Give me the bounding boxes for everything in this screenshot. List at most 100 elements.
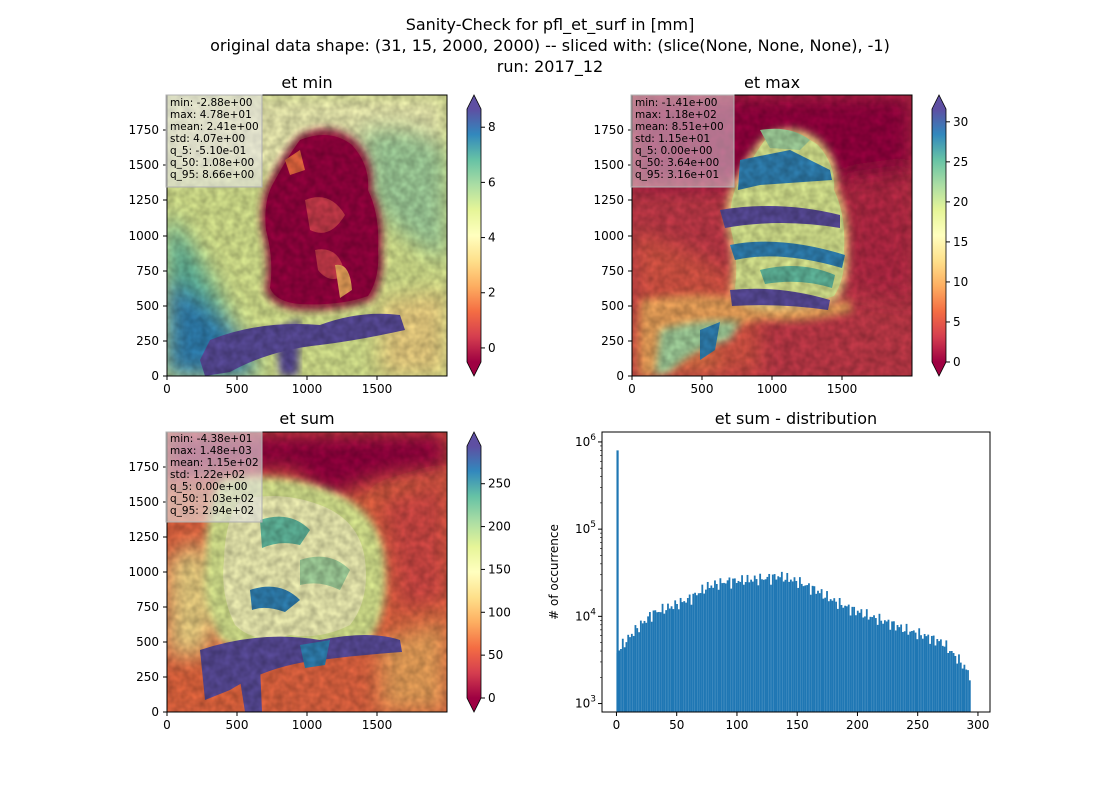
- histogram-bar: [893, 621, 895, 712]
- histogram-bar: [916, 639, 919, 712]
- histogram-bar: [658, 611, 660, 712]
- axes-frame: [601, 431, 991, 713]
- y-tick-label: 1750: [593, 123, 624, 137]
- histogram-bar: [849, 615, 852, 712]
- y-tick-label: 0: [151, 369, 159, 383]
- histogram-bar: [806, 585, 809, 712]
- stats-line: q_95: 3.16e+01: [635, 169, 719, 181]
- histogram-bar: [941, 645, 944, 712]
- histogram-bar: [761, 579, 763, 712]
- stats-line: std: 1.15e+01: [635, 133, 710, 145]
- histogram-bar: [925, 636, 928, 712]
- histogram-bar: [883, 620, 886, 712]
- histogram-bar: [820, 589, 823, 712]
- histogram-bar: [880, 620, 883, 712]
- histogram-bar: [632, 636, 635, 712]
- histogram-bar: [677, 609, 680, 712]
- histogram-bar: [903, 631, 906, 712]
- histogram-bar: [894, 630, 897, 712]
- x-tick-label: 250: [906, 718, 929, 732]
- histogram-bar: [733, 578, 736, 712]
- histogram-bar: [719, 578, 722, 712]
- histogram-bar: [811, 585, 814, 712]
- histogram-bar: [620, 648, 622, 712]
- histogram-bar: [679, 597, 682, 712]
- stats-box: min: -1.41e+00 max: 1.18e+02 mean: 8.51e…: [630, 94, 735, 188]
- colorbar-tick-label: 8: [488, 120, 496, 134]
- histogram-bar: [629, 637, 631, 712]
- histogram-bar: [685, 602, 687, 712]
- histogram-bar: [914, 632, 917, 712]
- colorbar-extend-bottom: [467, 362, 481, 376]
- histogram-bar: [739, 581, 742, 712]
- histogram-bars: [616, 450, 971, 712]
- histogram-bar: [697, 593, 700, 712]
- histogram-bar: [844, 605, 847, 712]
- histogram-bar: [907, 634, 910, 712]
- stats-line: max: 4.78e+01: [170, 109, 252, 121]
- histogram-bar: [715, 583, 718, 712]
- x-axis: 0 500 1000 1500: [628, 376, 857, 396]
- x-tick-label: 1500: [827, 382, 858, 396]
- y-tick-label: 1000: [593, 229, 624, 243]
- histogram-bar: [921, 638, 924, 712]
- histogram-bar: [668, 608, 671, 712]
- histogram-bar: [784, 579, 787, 712]
- y-tick-label: 0: [616, 369, 624, 383]
- y-axis-label: # of occurrence: [547, 524, 561, 620]
- histogram-bar: [923, 633, 926, 712]
- histogram-bar: [764, 579, 767, 712]
- histogram-bar: [634, 625, 637, 712]
- histogram-bar: [641, 623, 644, 712]
- histogram-bar: [864, 616, 866, 712]
- histogram-bar: [939, 639, 942, 712]
- histogram-bar: [898, 627, 901, 712]
- histogram-bar: [726, 580, 729, 712]
- histogram-bar: [699, 593, 702, 712]
- panel-title: et sum: [279, 409, 334, 428]
- x-tick-label: 0: [628, 382, 636, 396]
- x-tick-label: 1500: [362, 718, 393, 732]
- histogram-bar: [950, 651, 953, 712]
- histogram-bar: [956, 663, 959, 712]
- y-axis: 103 104 105 106: [575, 433, 602, 711]
- x-tick-label: 1000: [292, 718, 323, 732]
- histogram-bar: [777, 576, 780, 712]
- histogram-bar: [724, 583, 727, 712]
- y-tick-label: 1750: [128, 460, 159, 474]
- histogram-bar: [708, 588, 711, 712]
- y-tick-label: 1750: [128, 123, 159, 137]
- x-axis: 0 50 100 150 200 250 300: [613, 712, 989, 732]
- colorbar-tick-label: 200: [488, 520, 511, 534]
- histogram-bar: [836, 608, 839, 712]
- x-tick-label: 0: [163, 382, 171, 396]
- stats-line: max: 1.18e+02: [635, 109, 717, 121]
- histogram-bar: [748, 582, 751, 712]
- histogram-bar: [804, 585, 807, 712]
- stats-line: q_50: 1.03e+02: [170, 493, 254, 505]
- y-tick-label: 750: [136, 264, 159, 278]
- histogram-bar: [918, 628, 921, 712]
- histogram-bar: [750, 579, 753, 712]
- x-tick-label: 0: [613, 718, 621, 732]
- histogram-bar: [878, 613, 881, 712]
- histogram-bar: [692, 593, 695, 712]
- colorbar-extend-bottom: [932, 362, 946, 376]
- histogram-bar: [695, 595, 698, 712]
- histogram-bar: [674, 600, 677, 712]
- stats-line: q_5: -5.10e-01: [170, 145, 246, 157]
- histogram-bar: [656, 612, 659, 712]
- stats-line: min: -4.38e+01: [170, 433, 252, 445]
- colorbar-tick-label: 2: [488, 286, 496, 300]
- histogram-bar: [808, 583, 810, 712]
- histogram-bar: [799, 577, 801, 712]
- histogram-bar: [900, 624, 903, 712]
- figure-title-line-3: run: 2017_12: [497, 57, 603, 77]
- colorbar-tick-label: 6: [488, 175, 496, 189]
- histogram-bar: [829, 599, 832, 712]
- histogram-bar: [905, 623, 908, 712]
- histogram-bar: [643, 620, 646, 712]
- y-tick-label: 250: [136, 334, 159, 348]
- colorbar-tick-label: 0: [488, 691, 496, 705]
- y-tick-label: 1250: [593, 193, 624, 207]
